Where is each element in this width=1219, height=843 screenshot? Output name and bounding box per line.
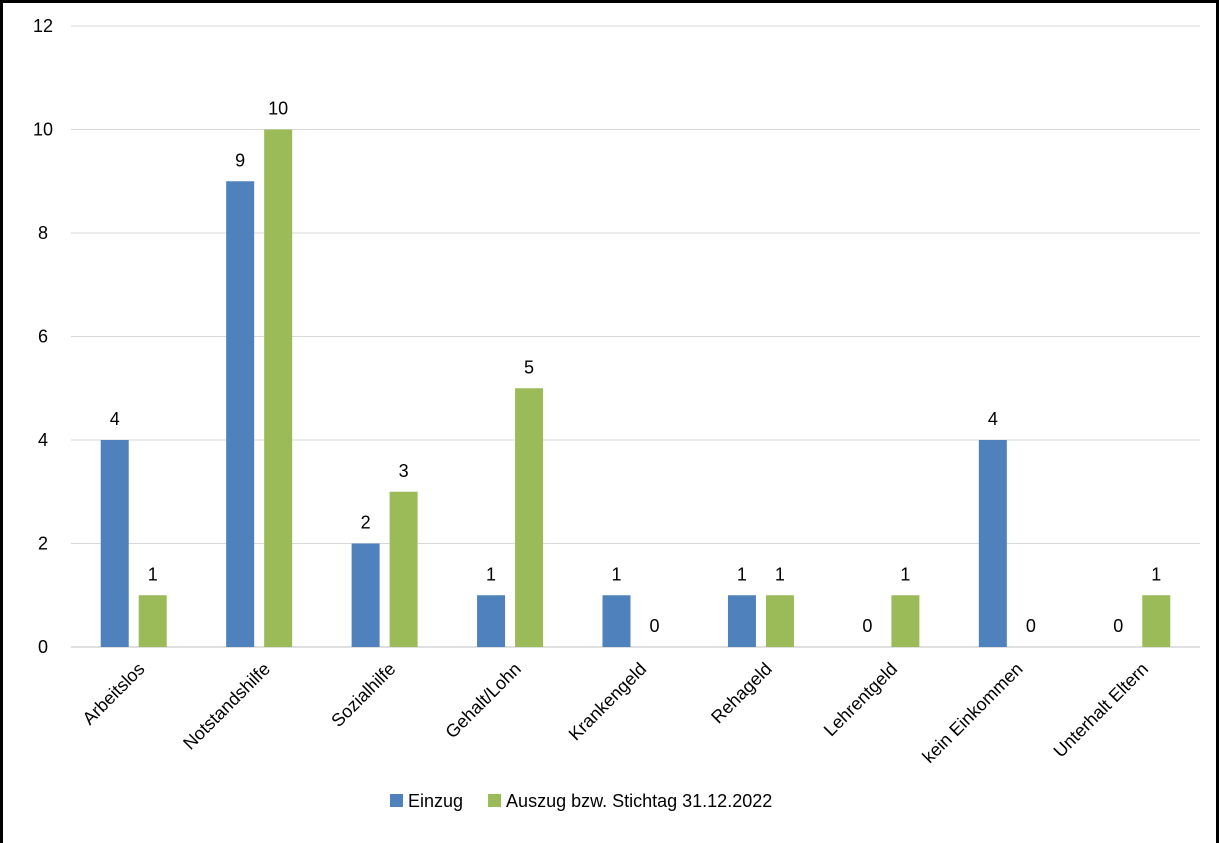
y-tick-label: 8 <box>38 223 48 243</box>
data-label: 1 <box>486 564 496 584</box>
bar <box>765 595 794 647</box>
y-tick-label: 10 <box>33 120 53 140</box>
y-tick-label: 4 <box>38 430 48 450</box>
legend-label: Auszug bzw. Stichtag 31.12.2022 <box>506 791 772 811</box>
x-tick-label: kein Einkommen <box>918 659 1026 767</box>
x-tick-label: Unterhalt Eltern <box>1050 659 1153 762</box>
y-axis-ticks: 0 2 4 6 8 10 12 <box>33 16 53 657</box>
data-label: 1 <box>900 564 910 584</box>
data-label: 0 <box>1026 616 1036 636</box>
gridlines <box>71 25 1200 648</box>
legend-swatch <box>390 794 403 807</box>
bar <box>226 181 255 647</box>
data-label: 1 <box>611 564 621 584</box>
data-label: 2 <box>361 513 371 533</box>
bar <box>1142 595 1171 647</box>
y-tick-label: 0 <box>38 637 48 657</box>
x-tick-label: Notstandshilfe <box>179 659 274 754</box>
data-label: 9 <box>235 150 245 170</box>
legend: Einzug Auszug bzw. Stichtag 31.12.2022 <box>390 791 772 811</box>
bar <box>515 388 544 647</box>
data-label: 0 <box>1113 616 1123 636</box>
bar <box>389 491 418 647</box>
legend-label: Einzug <box>408 791 463 811</box>
bar <box>727 595 756 647</box>
data-label: 1 <box>775 564 785 584</box>
bar <box>602 595 631 647</box>
data-label: 0 <box>649 616 659 636</box>
y-tick-label: 2 <box>38 534 48 554</box>
y-tick-label: 12 <box>33 16 53 36</box>
bar <box>978 440 1007 647</box>
data-label: 10 <box>268 99 288 119</box>
bars <box>100 129 1171 647</box>
legend-swatch <box>488 794 502 807</box>
bar <box>138 595 167 647</box>
bar <box>264 129 293 647</box>
data-label: 4 <box>988 409 998 429</box>
y-tick-label: 6 <box>38 327 48 347</box>
bar <box>891 595 920 647</box>
bar <box>351 543 380 647</box>
x-tick-label: Lehrentgeld <box>820 659 901 740</box>
x-tick-label: Sozialhilfe <box>327 659 399 731</box>
bar <box>477 595 506 647</box>
data-label: 1 <box>148 564 158 584</box>
data-label: 3 <box>399 461 409 481</box>
x-tick-label: Krankengeld <box>565 659 651 745</box>
data-label: 5 <box>524 357 534 377</box>
x-tick-label: Rehageld <box>707 659 776 728</box>
x-tick-label: Arbeitslos <box>79 659 149 729</box>
data-label: 0 <box>862 616 872 636</box>
x-axis-labels: Arbeitslos Notstandshilfe Sozialhilfe Gehal… <box>79 659 1153 767</box>
data-label: 1 <box>737 564 747 584</box>
data-label: 4 <box>110 409 120 429</box>
data-label: 1 <box>1151 564 1161 584</box>
x-tick-label: Gehalt/Lohn <box>441 659 524 742</box>
bar <box>100 440 129 647</box>
